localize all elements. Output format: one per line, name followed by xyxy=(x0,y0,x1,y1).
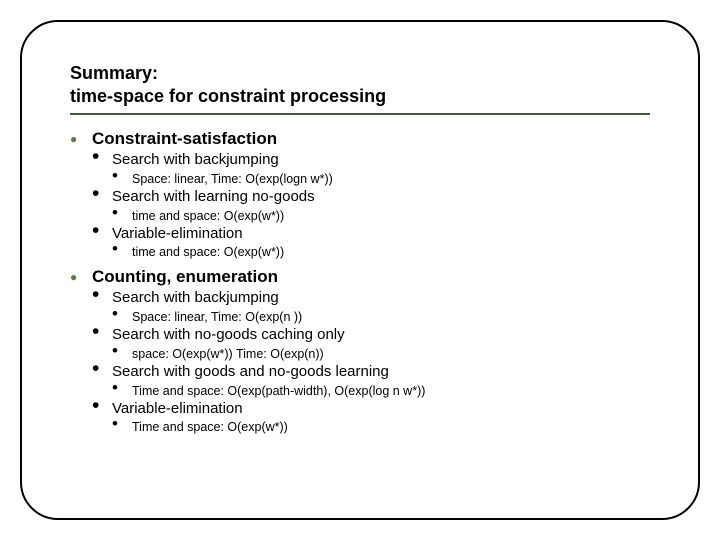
title-line-2: time-space for constraint processing xyxy=(70,85,650,108)
subitems: Space: linear, Time: O(exp(n )) xyxy=(112,308,650,326)
subitem-label: time and space: O(exp(w*)) xyxy=(132,209,284,223)
list-item: Variable-elimination time and space: O(e… xyxy=(92,225,650,262)
list-item: Search with goods and no-goods learning … xyxy=(92,363,650,400)
subitem-label: space: O(exp(w*)) Time: O(exp(n)) xyxy=(132,347,324,361)
subitems: time and space: O(exp(w*)) xyxy=(112,207,650,225)
section-counting-enumeration: Counting, enumeration Search with backju… xyxy=(70,267,650,436)
list-subitem: time and space: O(exp(w*)) xyxy=(112,207,650,225)
list-subitem: Space: linear, Time: O(exp(logn w*)) xyxy=(112,170,650,188)
title-underline xyxy=(70,113,650,115)
subitem-label: Time and space: O(exp(w*)) xyxy=(132,420,288,434)
title-line-1: Summary: xyxy=(70,62,650,85)
slide: Summary: time-space for constraint proce… xyxy=(0,0,720,540)
section-heading: Counting, enumeration xyxy=(92,267,278,286)
item-label: Search with goods and no-goods learning xyxy=(112,363,389,380)
section-heading: Constraint-satisfaction xyxy=(92,129,277,148)
item-label: Search with backjumping xyxy=(112,289,279,306)
list-item: Search with learning no-goods time and s… xyxy=(92,188,650,225)
slide-frame: Summary: time-space for constraint proce… xyxy=(20,20,700,520)
list-subitem: space: O(exp(w*)) Time: O(exp(n)) xyxy=(112,345,650,363)
item-label: Search with no-goods caching only xyxy=(112,326,345,343)
list-item: Search with backjumping Space: linear, T… xyxy=(92,289,650,326)
subitems: Time and space: O(exp(path-width), O(exp… xyxy=(112,382,650,400)
section-items: Search with backjumping Space: linear, T… xyxy=(92,151,650,261)
content-list: Constraint-satisfaction Search with back… xyxy=(70,129,650,436)
list-item: Variable-elimination Time and space: O(e… xyxy=(92,400,650,437)
list-subitem: Space: linear, Time: O(exp(n )) xyxy=(112,308,650,326)
subitems: Space: linear, Time: O(exp(logn w*)) xyxy=(112,170,650,188)
subitems: Time and space: O(exp(w*)) xyxy=(112,418,650,436)
subitem-label: Time and space: O(exp(path-width), O(exp… xyxy=(132,384,425,398)
item-label: Variable-elimination xyxy=(112,225,243,242)
subitems: space: O(exp(w*)) Time: O(exp(n)) xyxy=(112,345,650,363)
list-item: Search with backjumping Space: linear, T… xyxy=(92,151,650,188)
list-subitem: Time and space: O(exp(path-width), O(exp… xyxy=(112,382,650,400)
item-label: Search with learning no-goods xyxy=(112,188,315,205)
slide-title: Summary: time-space for constraint proce… xyxy=(70,62,650,107)
subitem-label: time and space: O(exp(w*)) xyxy=(132,245,284,259)
list-item: Search with no-goods caching only space:… xyxy=(92,326,650,363)
list-subitem: time and space: O(exp(w*)) xyxy=(112,243,650,261)
list-subitem: Time and space: O(exp(w*)) xyxy=(112,418,650,436)
section-constraint-satisfaction: Constraint-satisfaction Search with back… xyxy=(70,129,650,261)
item-label: Variable-elimination xyxy=(112,400,243,417)
item-label: Search with backjumping xyxy=(112,151,279,168)
section-items: Search with backjumping Space: linear, T… xyxy=(92,289,650,436)
subitems: time and space: O(exp(w*)) xyxy=(112,243,650,261)
subitem-label: Space: linear, Time: O(exp(logn w*)) xyxy=(132,172,333,186)
subitem-label: Space: linear, Time: O(exp(n )) xyxy=(132,310,302,324)
